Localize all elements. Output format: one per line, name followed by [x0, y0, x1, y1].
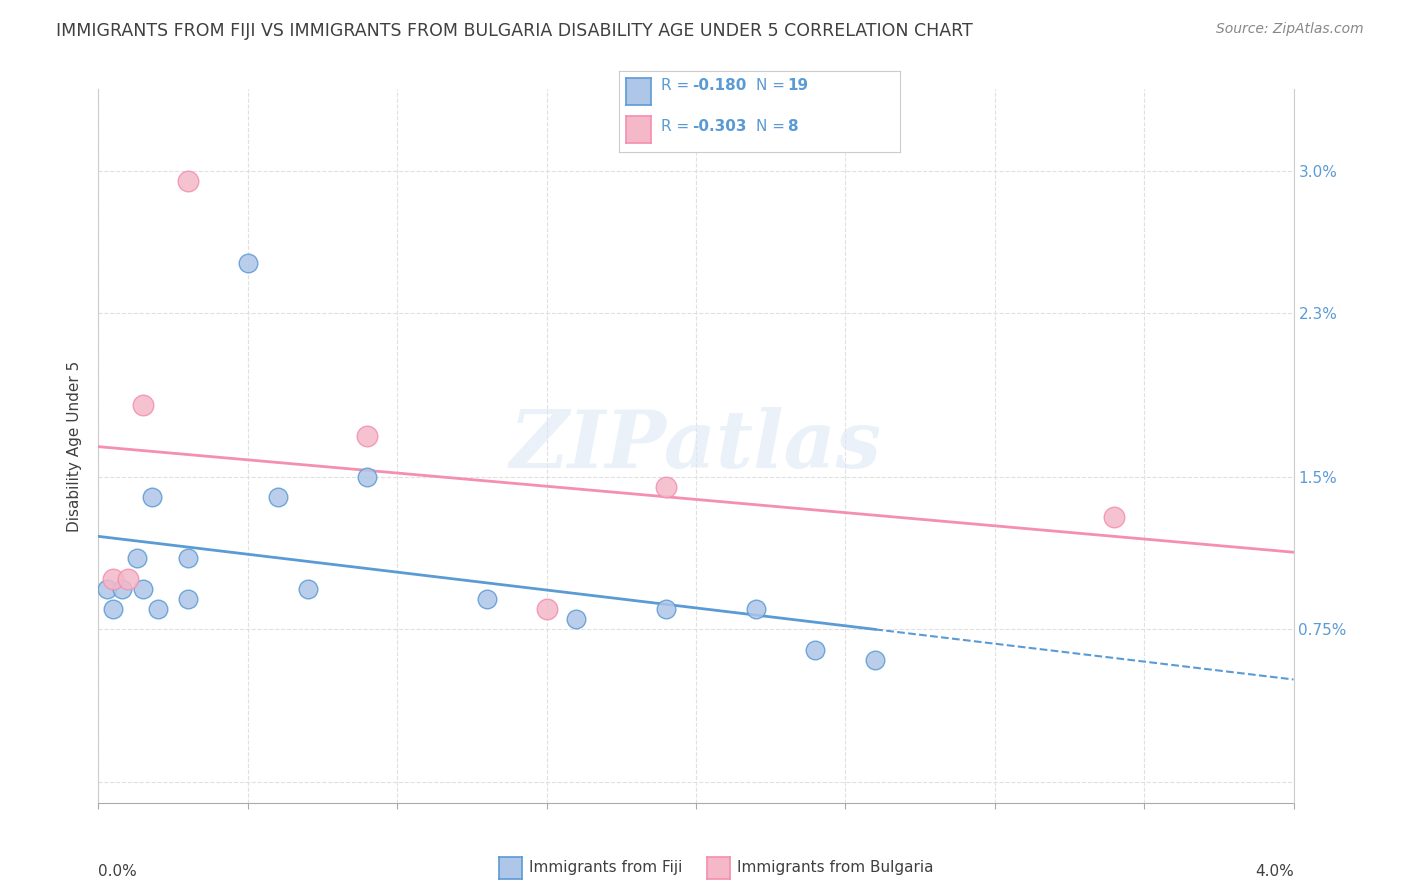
Point: [127, 551, 149, 566]
Point: [103, 572, 125, 586]
Y-axis label: Disability Age Under 5: Disability Age Under 5: [67, 360, 83, 532]
Point: [236, 255, 259, 269]
Point: [267, 490, 290, 504]
Point: [103, 602, 125, 616]
Text: -0.180: -0.180: [692, 78, 747, 93]
Text: 8: 8: [787, 120, 799, 134]
Point: [132, 582, 155, 596]
Point: [356, 429, 378, 443]
Point: [1102, 510, 1125, 524]
Text: R =: R =: [661, 120, 689, 134]
Text: Source: ZipAtlas.com: Source: ZipAtlas.com: [1216, 22, 1364, 37]
Point: [804, 643, 827, 657]
Point: [536, 602, 558, 616]
Text: N =: N =: [756, 78, 786, 93]
Point: [148, 602, 170, 616]
Point: [475, 591, 498, 606]
Point: [297, 582, 319, 596]
Point: [565, 612, 588, 626]
Text: N =: N =: [756, 120, 786, 134]
Text: 0.0%: 0.0%: [98, 864, 138, 879]
Point: [111, 582, 134, 596]
Point: [132, 398, 155, 412]
Text: R =: R =: [661, 78, 689, 93]
Text: 4.0%: 4.0%: [1254, 864, 1294, 879]
Point: [177, 551, 200, 566]
Text: Immigrants from Fiji: Immigrants from Fiji: [529, 861, 682, 875]
Point: [655, 480, 678, 494]
Point: [177, 174, 200, 188]
Text: -0.303: -0.303: [692, 120, 747, 134]
Point: [177, 591, 200, 606]
Point: [655, 602, 678, 616]
Point: [117, 572, 139, 586]
Text: Immigrants from Bulgaria: Immigrants from Bulgaria: [737, 861, 934, 875]
Text: 19: 19: [787, 78, 808, 93]
Point: [745, 602, 768, 616]
Point: [356, 469, 378, 483]
Text: ZIPatlas: ZIPatlas: [510, 408, 882, 484]
Point: [141, 490, 163, 504]
Point: [96, 582, 118, 596]
Point: [863, 653, 886, 667]
Text: IMMIGRANTS FROM FIJI VS IMMIGRANTS FROM BULGARIA DISABILITY AGE UNDER 5 CORRELAT: IMMIGRANTS FROM FIJI VS IMMIGRANTS FROM …: [56, 22, 973, 40]
